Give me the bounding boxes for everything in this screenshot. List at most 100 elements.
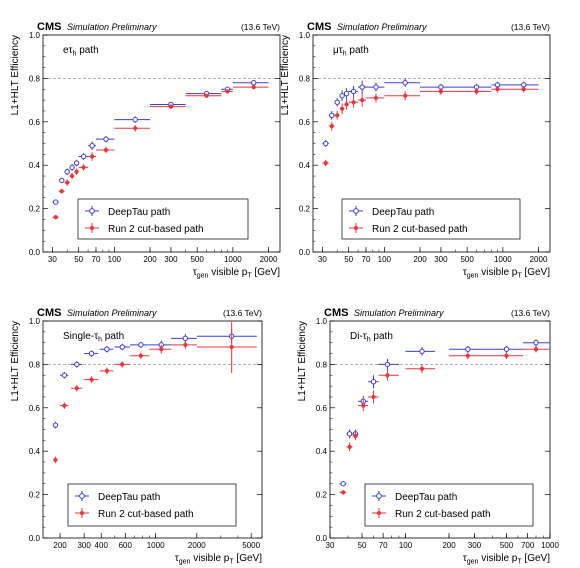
marker-filled-circle — [341, 490, 346, 495]
data-point — [334, 110, 340, 120]
data-point — [149, 344, 172, 354]
x-tick-label: 30 — [48, 255, 57, 264]
marker-filled-circle — [344, 102, 349, 107]
marker-open-circle — [52, 422, 59, 428]
marker-filled-circle — [225, 89, 230, 94]
marker-open-circle — [74, 361, 80, 368]
data-point — [344, 99, 349, 110]
data-point — [328, 110, 335, 120]
data-point — [185, 90, 222, 97]
y-tick-label: 1.0 — [316, 317, 328, 326]
series-deeptau — [52, 80, 269, 205]
legend-marker-filled — [80, 511, 84, 515]
y-axis-label: L1+HLT Efficiency — [10, 35, 21, 115]
simulation-preliminary-label: Simulation Preliminary — [337, 22, 427, 32]
x-tick-label: 500 — [460, 255, 474, 264]
data-point — [95, 146, 115, 154]
marker-open-circle — [370, 379, 377, 385]
marker-filled-circle — [339, 106, 345, 111]
legend: DeepTau path Run 2 cut-based path — [364, 483, 534, 527]
data-point — [221, 89, 233, 94]
x-tick-label: 100 — [378, 255, 392, 264]
energy-label: (13.6 TeV) — [511, 22, 550, 32]
marker-filled-circle — [419, 366, 425, 371]
data-point — [171, 334, 197, 343]
x-axis-label: τgen visible pT [GeV] — [193, 267, 280, 280]
data-point — [491, 85, 503, 93]
data-point — [52, 215, 59, 220]
legend-marker-filled — [90, 226, 94, 230]
data-point — [322, 159, 329, 167]
x-tick-label: 500 — [500, 541, 514, 550]
marker-filled-circle — [335, 113, 340, 118]
marker-open-circle — [343, 90, 350, 97]
data-point — [384, 91, 421, 101]
y-tick-label: 1.0 — [29, 31, 41, 40]
y-tick-label: 0.0 — [29, 534, 41, 543]
marker-open-circle — [88, 350, 95, 357]
data-point — [58, 189, 65, 194]
marker-open-circle — [138, 342, 144, 348]
marker-filled-circle — [120, 362, 125, 367]
x-tick-label: 200 — [442, 541, 456, 550]
data-point — [368, 390, 379, 404]
x-tick-label: 2000 — [188, 541, 206, 550]
marker-open-circle — [103, 136, 109, 142]
data-point — [368, 375, 379, 389]
series-run2 — [53, 321, 257, 464]
marker-filled-circle — [103, 147, 109, 153]
y-tick-label: 0.0 — [299, 248, 311, 257]
x-tick-label: 300 — [468, 541, 482, 550]
marker-open-circle — [182, 335, 189, 342]
data-point — [339, 490, 347, 495]
x-tick-label: 1000 — [224, 255, 242, 264]
marker-filled-circle — [59, 189, 64, 194]
marker-filled-circle — [183, 342, 188, 347]
simulation-preliminary-label: Simulation Preliminary — [67, 22, 157, 32]
marker-filled-circle — [347, 444, 352, 449]
marker-open-circle — [373, 84, 379, 90]
cms-label: CMS — [324, 307, 348, 319]
marker-filled-circle — [89, 377, 94, 382]
marker-open-circle — [251, 80, 257, 86]
marker-filled-circle — [65, 180, 70, 185]
data-point — [522, 339, 550, 346]
chart-panel-bottom-left: CMS Simulation Preliminary (13.6 TeV) 0.0 0.… — [10, 307, 263, 566]
data-point — [99, 345, 114, 353]
y-axis-label: L1+HLT Efficiency — [280, 35, 291, 115]
marker-filled-circle — [373, 95, 379, 101]
marker-open-circle — [503, 346, 510, 352]
marker-filled-circle — [371, 394, 376, 400]
series-deeptau — [339, 339, 550, 487]
data-point — [491, 81, 503, 89]
y-tick-label: 0.0 — [316, 534, 328, 543]
y-tick-label: 0.6 — [29, 118, 41, 127]
legend-marker-open — [79, 493, 85, 499]
marker-open-circle — [64, 169, 70, 175]
marker-filled-circle — [81, 165, 86, 170]
data-point — [70, 361, 83, 368]
marker-open-circle — [533, 340, 539, 346]
data-point — [58, 177, 65, 184]
data-point — [53, 456, 58, 464]
data-point — [455, 88, 492, 95]
legend-box — [364, 483, 534, 527]
chart-panel-top-right: CMS Simulation Preliminary (13.6 TeV) 0.0 0.… — [280, 21, 551, 280]
data-point — [455, 83, 492, 91]
data-point — [405, 347, 436, 356]
x-axis-label: τgen visible pT [GeV] — [175, 553, 262, 566]
legend-marker-open — [376, 493, 382, 499]
data-point — [196, 329, 257, 343]
data-point — [334, 97, 340, 107]
series-run2 — [322, 85, 539, 167]
marker-open-circle — [334, 99, 340, 105]
marker-filled-circle — [229, 344, 234, 350]
y-tick-label: 0.6 — [316, 404, 328, 413]
marker-filled-circle — [133, 126, 138, 131]
x-tick-label: 200 — [143, 255, 157, 264]
marker-filled-circle — [521, 87, 526, 92]
legend-label: DeepTau path — [108, 207, 170, 218]
data-point — [52, 199, 59, 205]
x-tick-label: 1000 — [541, 541, 559, 550]
data-point — [60, 371, 69, 379]
